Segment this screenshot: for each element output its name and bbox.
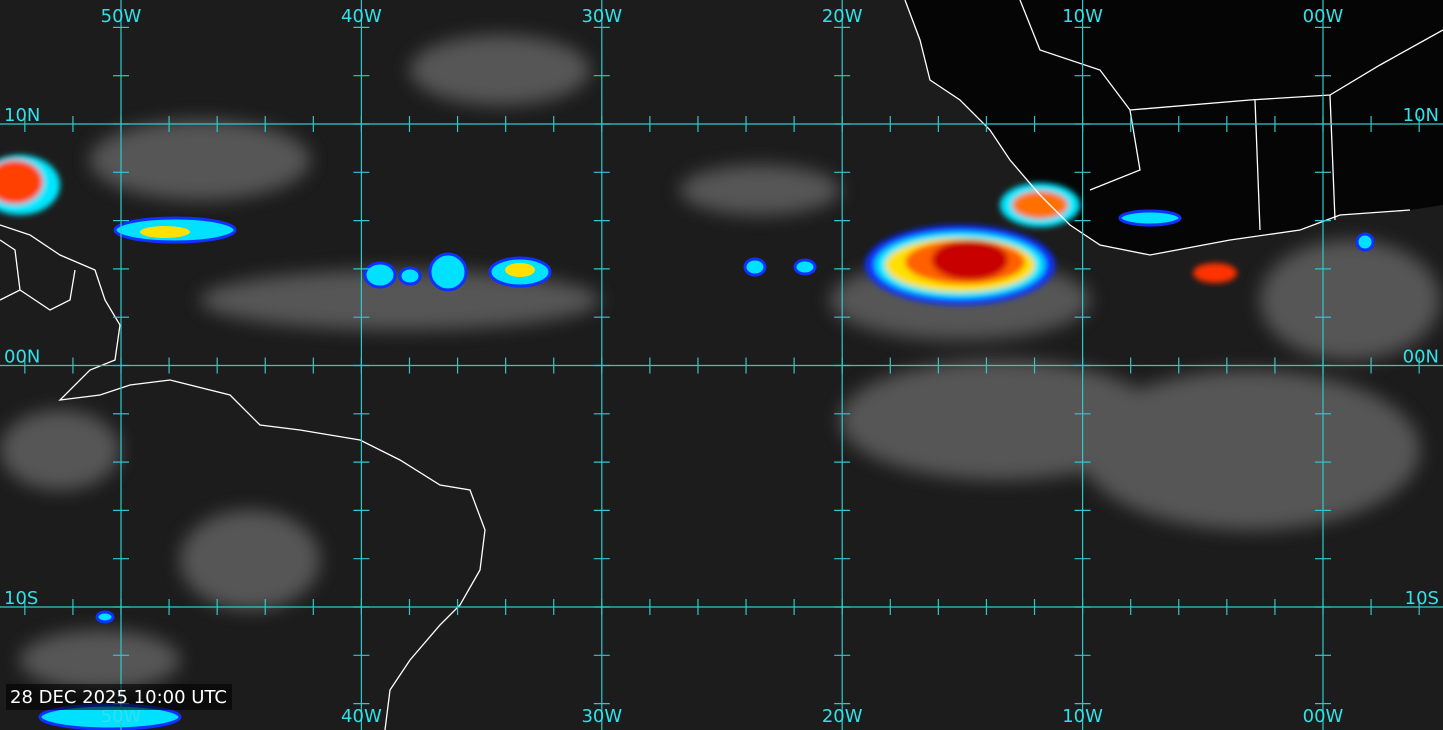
longitude-label: 30W xyxy=(581,706,622,727)
latitude-label: 10N xyxy=(1403,105,1439,126)
longitude-label: 00W xyxy=(1303,6,1344,27)
latitude-label: 10S xyxy=(1405,588,1439,609)
longitude-label: 20W xyxy=(822,6,863,27)
longitude-label: 30W xyxy=(581,6,622,27)
convection xyxy=(0,155,1375,730)
longitude-label: 10W xyxy=(1062,706,1103,727)
longitude-label: 50W xyxy=(101,706,142,727)
longitude-label: 40W xyxy=(341,6,382,27)
longitude-label: 20W xyxy=(822,706,863,727)
latitude-label: 00N xyxy=(1403,347,1439,368)
timestamp: 28 DEC 2025 10:00 UTC xyxy=(10,687,227,708)
longitude-label: 00W xyxy=(1303,706,1344,727)
longitude-label: 40W xyxy=(341,706,382,727)
longitude-label: 50W xyxy=(101,6,142,27)
timestamp-bg xyxy=(6,684,232,710)
latitude-label: 10S xyxy=(4,588,38,609)
latitude-label: 10N xyxy=(4,105,40,126)
latitude-label: 00N xyxy=(4,347,40,368)
longitude-label: 10W xyxy=(1062,6,1103,27)
